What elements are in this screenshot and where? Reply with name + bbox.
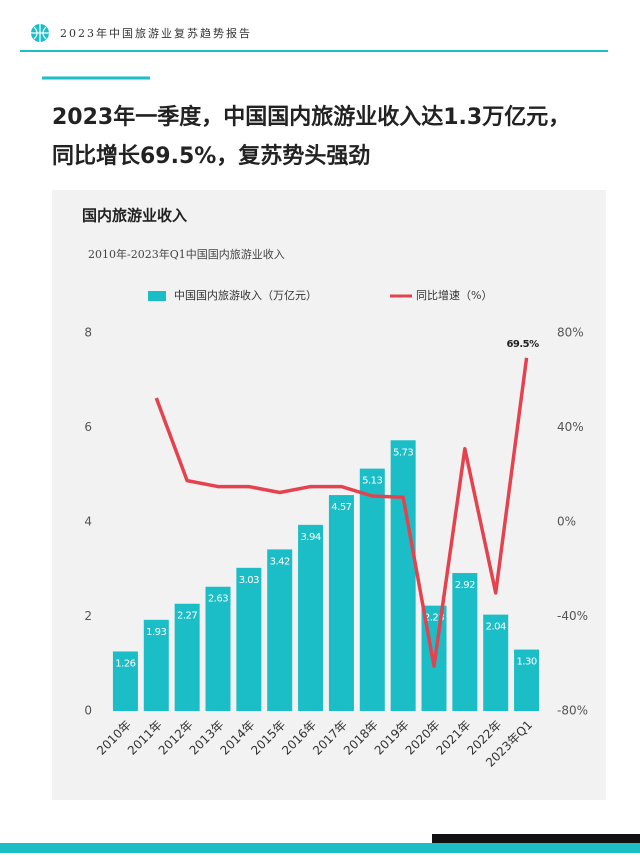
headline: 同比增长69.5%，复苏势头强劲 <box>52 143 370 169</box>
y2-tick-label: 40% <box>557 420 584 434</box>
footer-block <box>432 834 640 843</box>
value-label: 3.42 <box>270 556 290 567</box>
value-label: 3.03 <box>239 575 259 586</box>
value-label: 2.92 <box>455 580 475 591</box>
bar <box>267 549 293 711</box>
value-label: 2.23 <box>424 613 444 624</box>
bar <box>452 573 478 711</box>
y-tick-label: 2 <box>84 609 92 623</box>
line <box>154 357 529 668</box>
value-label: 69.5% <box>506 339 539 350</box>
bar <box>174 603 200 711</box>
bar <box>298 524 324 711</box>
headline: 2023年一季度，中国国内旅游业收入达1.3万亿元， <box>52 104 570 130</box>
bar <box>112 651 138 711</box>
bar <box>236 567 262 711</box>
bar <box>514 649 540 711</box>
header-text: 2023年中国旅游业复苏趋势报告 <box>60 26 252 40</box>
legend-label: 中国国内旅游收入（万亿元） <box>174 288 317 302</box>
chart-subtitle: 2010年-2023年Q1中国国内旅游业收入 <box>88 247 285 261</box>
bar <box>483 614 509 711</box>
y-tick-label: 8 <box>84 326 92 340</box>
value-label: 2.63 <box>208 594 228 605</box>
y-tick-label: 4 <box>84 515 92 529</box>
y2-tick-label: -80% <box>557 704 588 718</box>
y2-tick-label: 0% <box>557 515 576 529</box>
logo-mark <box>31 24 49 42</box>
value-label: 2.04 <box>486 622 506 633</box>
value-label: 4.57 <box>331 502 351 513</box>
value-label: 5.13 <box>362 476 382 487</box>
value-label: 1.30 <box>516 657 536 668</box>
chart-title: 国内旅游业收入 <box>82 207 187 225</box>
y2-tick-label: 80% <box>557 326 584 340</box>
value-label: 1.93 <box>146 627 166 638</box>
y2-tick-label: -40% <box>557 609 588 623</box>
value-label: 3.94 <box>300 532 320 543</box>
value-label: 5.73 <box>393 447 413 458</box>
bar <box>143 619 169 711</box>
y-tick-label: 6 <box>84 420 92 434</box>
bar <box>359 468 385 711</box>
legend-label: 同比增速（%） <box>416 288 492 302</box>
bar <box>205 586 231 711</box>
bar <box>328 495 354 711</box>
value-label: 1.26 <box>115 658 135 669</box>
legend-swatch <box>148 291 166 301</box>
footer-bar <box>0 843 640 853</box>
bar <box>390 440 416 711</box>
value-label: 2.27 <box>177 611 197 622</box>
y-tick-label: 0 <box>84 704 92 718</box>
